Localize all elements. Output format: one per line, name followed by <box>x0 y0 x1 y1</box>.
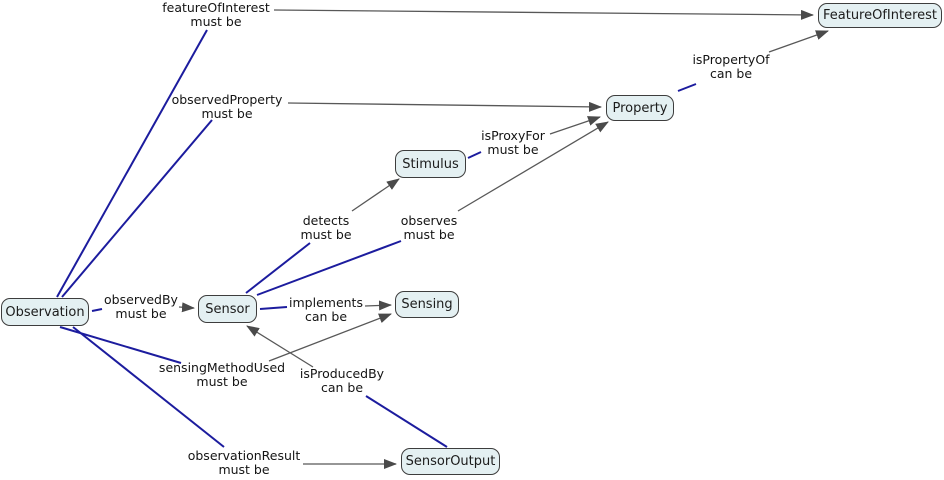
association-lines-group <box>56 29 697 448</box>
relation-arrow-observes <box>457 121 609 212</box>
relation-arrow-detects <box>351 178 400 212</box>
association-line-featureOfInterest <box>56 29 208 298</box>
node-observation[interactable]: Observation <box>1 298 89 326</box>
relation-arrow-observedProperty <box>287 101 602 112</box>
node-sensor-output[interactable]: SensorOutput <box>401 448 500 475</box>
association-line-observedBy <box>91 308 103 312</box>
node-sensor[interactable]: Sensor <box>198 295 257 323</box>
association-line-sensingMethodUsed <box>59 326 182 364</box>
association-line-isProxyFor <box>467 151 482 159</box>
node-stimulus[interactable]: Stimulus <box>395 150 466 178</box>
relation-arrow-implements <box>364 300 392 311</box>
association-line-isProducedBy <box>365 395 448 448</box>
relation-arrow-featureOfInterest <box>273 9 814 20</box>
association-line-observes <box>256 240 402 296</box>
relation-arrow-isProducedBy <box>246 325 314 368</box>
association-line-implements <box>259 306 288 310</box>
association-line-isPropertyOf <box>677 83 697 92</box>
node-feature-of-interest[interactable]: FeatureOfInterest <box>818 3 942 28</box>
relation-arrow-isPropertyOf <box>768 30 829 53</box>
node-sensing[interactable]: Sensing <box>395 291 459 318</box>
relation-arrow-observedBy <box>178 302 195 313</box>
relation-arrow-isProxyFor <box>549 116 601 135</box>
relation-arrow-sensingMethodUsed <box>268 313 392 362</box>
association-line-observationResult <box>72 326 225 448</box>
node-property[interactable]: Property <box>606 95 674 121</box>
relation-arrows-group <box>178 9 829 469</box>
association-line-observedProperty <box>61 119 213 298</box>
association-line-detects <box>245 242 311 294</box>
